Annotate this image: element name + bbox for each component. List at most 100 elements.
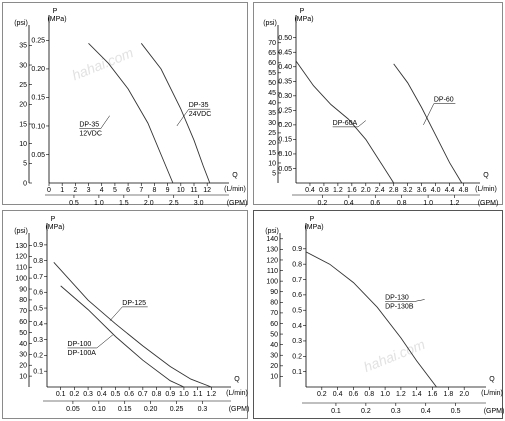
lmin-tick-label: 11 xyxy=(190,187,197,194)
chart-panel-dp100-dp125: P (MPa) (psi) Q (L/min) (GPM) 0.1 0.2 0.3 0.4 0.5 0… xyxy=(2,210,249,419)
y-axis-symbol: P xyxy=(300,8,305,15)
lmin-tick-label: 1 xyxy=(60,187,64,194)
mpa-tick-label: 0.40 xyxy=(278,64,292,71)
psi-tick-label: 5 xyxy=(272,170,276,177)
lmin-tick-label: 2.8 xyxy=(389,187,399,194)
lmin-tick-label: 1.4 xyxy=(412,391,422,398)
mpa-tick-label: 0.7 xyxy=(292,277,302,284)
series-label-dp-125: DP-125 xyxy=(122,300,146,307)
mpa-tick-label: 0.20 xyxy=(278,122,292,129)
leader-line xyxy=(100,115,110,129)
mpa-tick-label: 0.25 xyxy=(278,108,292,115)
psi-tick-label: 40 xyxy=(270,342,278,349)
x-axis-symbol: Q xyxy=(483,172,489,179)
psi-tick-label: 100 xyxy=(15,275,27,282)
gpm-tick-label: 0.3 xyxy=(391,408,401,415)
lmin-tick-label: 4 xyxy=(100,187,104,194)
lmin-tick-label: 0.8 xyxy=(152,391,162,398)
chart-panel-dp60: P (MPa) (psi) Q (L/min) (GPM) 0.05 0.10 0.15 0.20… xyxy=(253,2,503,207)
lmin-tick-label: 6 xyxy=(126,187,130,194)
lmin-tick-label: 0.2 xyxy=(70,391,80,398)
x-axis-unit-gpm: (GPM) xyxy=(484,408,505,415)
psi-tick-label: 50 xyxy=(268,80,276,87)
chart-dp100-dp125-svg: P(MPa)(psi)Q(L/min)(GPM)0.10.20.30.40.50… xyxy=(14,216,249,413)
psi-tick-label: 100 xyxy=(266,278,278,285)
lmin-tick-label: 3.6 xyxy=(417,187,427,194)
psi-tick-label: 15 xyxy=(19,121,27,128)
gpm-tick-label: 2.0 xyxy=(144,200,154,207)
curve-dp-100 xyxy=(60,285,185,388)
psi-tick-label: 10 xyxy=(19,141,27,148)
mpa-tick-label: 0.15 xyxy=(31,95,45,102)
gpm-tick-label: 0.3 xyxy=(198,406,208,413)
psi-tick-label: 20 xyxy=(19,363,27,370)
lmin-tick-label: 3.2 xyxy=(403,187,413,194)
mpa-tick-label: 0.9 xyxy=(292,246,302,253)
mpa-tick-label: 0.3 xyxy=(292,338,302,345)
lmin-tick-label: 0.6 xyxy=(124,391,134,398)
x-axis-unit-gpm: (GPM) xyxy=(227,200,248,207)
psi-tick-label: 60 xyxy=(270,321,278,328)
series-sublabel-dp-100: DP-100A xyxy=(68,350,97,357)
mpa-tick-label: 0.9 xyxy=(33,242,43,249)
leader-line xyxy=(414,299,425,302)
y-axis-symbol: P xyxy=(310,216,315,223)
series-sublabel-dp-130: DP-130B xyxy=(385,303,414,310)
gpm-tick-label: 0.2 xyxy=(361,408,371,415)
psi-tick-label: 40 xyxy=(19,341,27,348)
curve-dp-35 xyxy=(140,43,211,184)
lmin-tick-label: 2.0 xyxy=(361,187,371,194)
mpa-tick-label: 0.1 xyxy=(292,369,302,376)
leader-line xyxy=(109,306,123,321)
y-axis-symbol: P xyxy=(53,8,58,15)
lmin-tick-label: 2.0 xyxy=(459,391,469,398)
psi-tick-label: 80 xyxy=(270,300,278,307)
gpm-tick-label: 0.6 xyxy=(370,200,380,207)
psi-tick-label: 80 xyxy=(19,297,27,304)
lmin-tick-label: 0 xyxy=(47,187,51,194)
series-label-dp-60a: DP-60A xyxy=(333,120,358,127)
lmin-tick-label: 5 xyxy=(113,187,117,194)
gpm-tick-label: 1.2 xyxy=(450,200,460,207)
y-axis-unit-psi: (psi) xyxy=(14,20,28,27)
psi-tick-label: 50 xyxy=(270,331,278,338)
mpa-tick-label: 0.25 xyxy=(31,38,45,45)
watermark: hahai.com xyxy=(70,44,136,83)
psi-tick-label: 10 xyxy=(270,374,278,381)
gpm-tick-label: 0.4 xyxy=(344,200,354,207)
mpa-tick-label: 0.8 xyxy=(33,258,43,265)
chart-dp35-svg: hahai.com P(MPa) (psi) Q (L/min) (GPM) 0.05 0.1… xyxy=(14,8,248,207)
gpm-tick-label: 0.8 xyxy=(397,200,407,207)
x-axis-unit-gpm: (GPM) xyxy=(478,200,499,207)
leader-line xyxy=(357,120,366,128)
gpm-tick-label: 0.5 xyxy=(451,408,461,415)
psi-tick-label: 140 xyxy=(266,236,278,243)
mpa-tick-label: 0.20 xyxy=(31,66,45,73)
psi-tick-label: 90 xyxy=(19,286,27,293)
mpa-tick-label: 0.6 xyxy=(292,292,302,299)
mpa-tick-label: 0.5 xyxy=(33,305,43,312)
psi-tick-label: 25 xyxy=(268,130,276,137)
leader-line xyxy=(96,334,113,349)
gpm-tick-label: 0.20 xyxy=(144,406,158,413)
psi-tick-label: 90 xyxy=(270,289,278,296)
y-axis-unit-psi: (psi) xyxy=(265,228,279,235)
mpa-tick-label: 0.3 xyxy=(33,337,43,344)
gpm-tick-label: 1.5 xyxy=(119,200,129,207)
lmin-tick-label: 1.0 xyxy=(380,391,390,398)
series-sublabel-dp-35: 24VDC xyxy=(189,111,212,118)
psi-tick-label: 120 xyxy=(266,257,278,264)
chart-panel-dp130: hahai.com P (MPa) (psi) Q (L/min) (GPM) 0.1 0.2 0… xyxy=(253,210,505,419)
y-axis-unit-mpa: (MPa) xyxy=(45,224,64,231)
lmin-tick-label: 1.1 xyxy=(193,391,203,398)
lmin-tick-label: 0.5 xyxy=(111,391,121,398)
gpm-tick-label: 0.25 xyxy=(170,406,184,413)
lmin-tick-label: 12 xyxy=(203,187,211,194)
lmin-tick-label: 1.2 xyxy=(396,391,406,398)
chart-panel-dp35: hahai.com P (MPa) (psi) Q (L/min) (GPM) 0.05 0.1… xyxy=(2,2,248,207)
mpa-tick-label: 0.50 xyxy=(278,35,292,42)
chart-dp60-svg: P(MPa)(psi)Q(L/min)(GPM)0.050.100.150.20… xyxy=(263,8,499,207)
psi-tick-label: 70 xyxy=(19,308,27,315)
lmin-tick-label: 0.8 xyxy=(319,187,329,194)
psi-tick-label: 55 xyxy=(268,70,276,77)
